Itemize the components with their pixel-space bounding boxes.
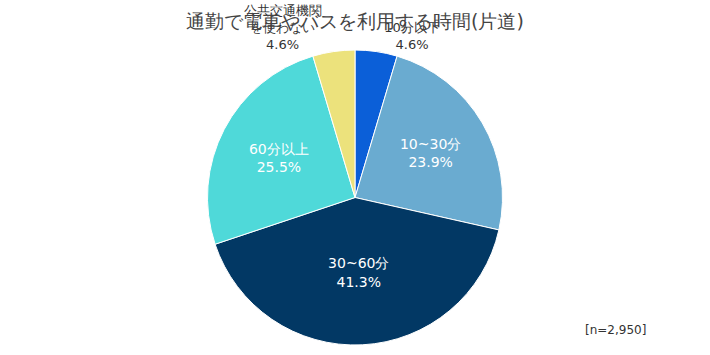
svg-text:通勤で電車やバスを利用する時間(片道): 通勤で電車やバスを利用する時間(片道) xyxy=(186,10,524,32)
svg-text:30~60分41.3%: 30~60分41.3% xyxy=(328,255,389,289)
svg-text:10~30分23.9%: 10~30分23.9% xyxy=(400,136,461,170)
svg-text:公共交通機関を使わない4.6%: 公共交通機関を使わない4.6% xyxy=(244,3,322,52)
svg-text:10分以下4.6%: 10分以下4.6% xyxy=(384,20,440,52)
svg-text:[n=2,950]: [n=2,950] xyxy=(585,323,646,337)
svg-text:60分以上25.5%: 60分以上25.5% xyxy=(249,141,309,175)
